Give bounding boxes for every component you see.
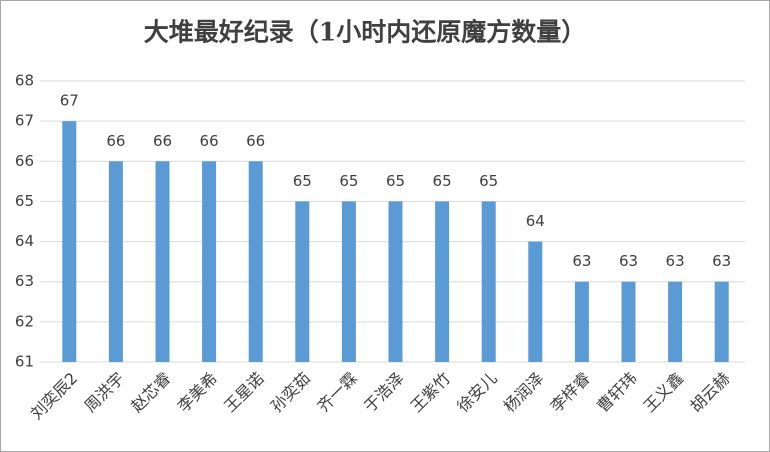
bar bbox=[481, 201, 496, 362]
data-label: 65 bbox=[293, 172, 312, 190]
data-label: 67 bbox=[60, 92, 79, 110]
data-label: 63 bbox=[572, 252, 591, 270]
y-tick-label: 62 bbox=[15, 312, 34, 330]
data-label: 65 bbox=[479, 172, 498, 190]
bar bbox=[248, 161, 263, 362]
bar bbox=[621, 281, 636, 362]
bar bbox=[435, 201, 450, 362]
bar bbox=[62, 121, 77, 363]
bar bbox=[341, 201, 356, 362]
data-label: 65 bbox=[433, 172, 452, 190]
data-label: 63 bbox=[619, 252, 638, 270]
y-tick-label: 65 bbox=[15, 192, 34, 210]
data-label: 63 bbox=[666, 252, 685, 270]
data-label: 66 bbox=[200, 132, 219, 150]
data-label: 65 bbox=[386, 172, 405, 190]
data-label: 66 bbox=[106, 132, 125, 150]
y-tick-label: 61 bbox=[15, 353, 34, 371]
bar bbox=[108, 161, 123, 362]
data-label: 66 bbox=[153, 132, 172, 150]
y-tick-label: 66 bbox=[15, 152, 34, 170]
bar bbox=[155, 161, 170, 362]
y-tick-label: 68 bbox=[15, 72, 34, 90]
bar bbox=[202, 161, 217, 362]
data-label: 63 bbox=[712, 252, 731, 270]
y-tick-label: 64 bbox=[15, 232, 34, 250]
bar bbox=[668, 281, 683, 362]
data-label: 66 bbox=[246, 132, 265, 150]
y-tick-label: 63 bbox=[15, 272, 34, 290]
data-label: 65 bbox=[339, 172, 358, 190]
bar bbox=[528, 241, 543, 362]
bar bbox=[574, 281, 589, 362]
bar bbox=[388, 201, 403, 362]
bar bbox=[714, 281, 729, 362]
data-label: 64 bbox=[526, 212, 545, 230]
y-tick-label: 67 bbox=[15, 112, 34, 130]
chart-title: 大堆最好纪录（1小时内还原魔方数量） bbox=[144, 18, 586, 47]
bar bbox=[295, 201, 310, 362]
